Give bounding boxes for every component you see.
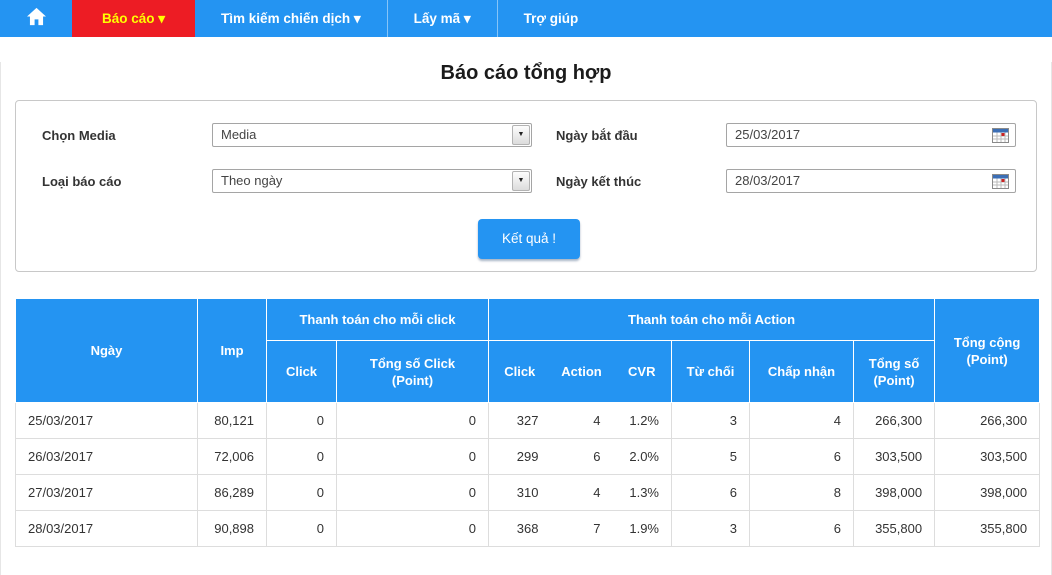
- nav-item-lay-ma[interactable]: Lấy mã ▾: [386, 0, 497, 37]
- table-row: 26/03/2017 72,006 0 0 299 6 2.0% 5 6 303…: [15, 438, 1041, 475]
- report-type-select-value: Theo ngày: [221, 173, 283, 188]
- cell-cvr: 2.0%: [612, 438, 672, 475]
- cell-click: 0: [266, 438, 337, 475]
- start-date-input[interactable]: 25/03/2017: [726, 123, 1016, 147]
- cell-total-point: 398,000: [852, 474, 936, 511]
- col-header-grand-total: Tổng cộng (Point): [934, 298, 1041, 403]
- start-date-label: Ngày bắt đầu: [556, 127, 638, 143]
- report-type-label: Loại báo cáo: [42, 173, 122, 189]
- end-date-input[interactable]: 28/03/2017: [726, 169, 1016, 193]
- cell-accepted: 8: [749, 474, 854, 511]
- cell-action: 6: [550, 438, 613, 475]
- filter-panel: Chọn Media Media ▼ Ngày bắt đầu 25/03/20…: [15, 100, 1037, 272]
- cell-rejected: 6: [671, 474, 750, 511]
- cell-accepted: 6: [749, 510, 854, 547]
- report-type-select[interactable]: Theo ngày ▼: [212, 169, 532, 193]
- cell-grand-total: 303,500: [934, 438, 1041, 475]
- cell-click: 0: [266, 474, 337, 511]
- cell-rejected: 3: [671, 402, 750, 439]
- cell-action-click: 299: [488, 438, 551, 475]
- media-select[interactable]: Media ▼: [212, 123, 532, 147]
- nav-home-button[interactable]: [0, 0, 72, 37]
- cell-grand-total: 266,300: [934, 402, 1041, 439]
- cell-action-click: 310: [488, 474, 551, 511]
- cell-grand-total: 398,000: [934, 474, 1041, 511]
- cell-action: 7: [550, 510, 613, 547]
- cell-action: 4: [550, 402, 613, 439]
- page-title: Báo cáo tổng hợp: [440, 62, 612, 84]
- cell-imp: 90,898: [197, 510, 267, 547]
- end-date-value: 28/03/2017: [735, 173, 801, 188]
- cell-cvr: 1.3%: [612, 474, 672, 511]
- cell-click: 0: [266, 510, 337, 547]
- cell-imp: 80,121: [197, 402, 267, 439]
- cell-total-click: 0: [336, 474, 489, 511]
- cell-accepted: 6: [749, 438, 854, 475]
- col-header-action: Action: [550, 340, 613, 403]
- cell-date: 25/03/2017: [15, 402, 198, 439]
- table-row: 27/03/2017 86,289 0 0 310 4 1.3% 6 8 398…: [15, 474, 1041, 511]
- col-header-total-click: Tổng số Click (Point): [336, 340, 489, 403]
- cell-date: 28/03/2017: [15, 510, 198, 547]
- cell-total-click: 0: [336, 438, 489, 475]
- submit-button[interactable]: Kết quả !: [477, 219, 581, 259]
- cell-date: 27/03/2017: [15, 474, 198, 511]
- report-table: Ngày Imp Thanh toán cho mỗi click Thanh …: [15, 298, 1041, 547]
- filter-row-1: Chọn Media Media ▼ Ngày bắt đầu 25/03/20…: [42, 123, 1016, 147]
- report-table-header: Ngày Imp Thanh toán cho mỗi click Thanh …: [15, 298, 1041, 403]
- cell-accepted: 4: [749, 402, 854, 439]
- cell-action-click: 327: [488, 402, 551, 439]
- cell-rejected: 5: [671, 438, 750, 475]
- calendar-icon[interactable]: [992, 174, 1009, 189]
- start-date-value: 25/03/2017: [735, 127, 801, 142]
- cell-cvr: 1.9%: [612, 510, 672, 547]
- col-header-imp: Imp: [197, 298, 267, 403]
- media-label: Chọn Media: [42, 127, 116, 143]
- table-row: 28/03/2017 90,898 0 0 368 7 1.9% 3 6 355…: [15, 510, 1041, 547]
- cell-cvr: 1.2%: [612, 402, 672, 439]
- end-date-label: Ngày kết thúc: [556, 173, 642, 189]
- cell-total-point: 355,800: [852, 510, 936, 547]
- nav-item-tro-giup[interactable]: Trợ giúp: [496, 0, 605, 37]
- col-header-action-click: Click: [488, 340, 551, 403]
- group-header-per-click: Thanh toán cho mỗi click: [266, 298, 489, 341]
- col-header-rejected: Từ chối: [671, 340, 750, 403]
- cell-click: 0: [266, 402, 337, 439]
- calendar-icon[interactable]: [992, 128, 1009, 143]
- cell-total-point: 303,500: [852, 438, 936, 475]
- cell-imp: 72,006: [197, 438, 267, 475]
- cell-action-click: 368: [488, 510, 551, 547]
- nav-item-tim-kiem-chien-dich[interactable]: Tìm kiếm chiến dịch ▾: [221, 10, 361, 26]
- submit-row: Kết quả !: [42, 219, 1016, 259]
- filter-row-2: Loại báo cáo Theo ngày ▼ Ngày kết thúc 2…: [42, 169, 1016, 193]
- col-header-date: Ngày: [15, 298, 198, 403]
- cell-date: 26/03/2017: [15, 438, 198, 475]
- nav-item-bao-cao[interactable]: Báo cáo ▾: [72, 0, 196, 37]
- col-header-click: Click: [266, 340, 337, 403]
- cell-action: 4: [550, 474, 613, 511]
- col-header-accepted: Chấp nhận: [749, 340, 854, 403]
- media-select-value: Media: [221, 127, 257, 142]
- cell-grand-total: 355,800: [934, 510, 1041, 547]
- col-header-total-point: Tổng số (Point): [852, 340, 936, 403]
- top-navbar: Báo cáo ▾ Tìm kiếm chiến dịch ▾ Lấy mã ▾…: [0, 0, 1052, 37]
- cell-total-point: 266,300: [852, 402, 936, 439]
- home-icon: [26, 7, 47, 31]
- cell-total-click: 0: [336, 510, 489, 547]
- col-header-cvr: CVR: [612, 340, 672, 403]
- table-row: 25/03/2017 80,121 0 0 327 4 1.2% 3 4 266…: [15, 402, 1041, 439]
- report-table-body: 25/03/2017 80,121 0 0 327 4 1.2% 3 4 266…: [15, 402, 1041, 547]
- cell-total-click: 0: [336, 402, 489, 439]
- cell-imp: 86,289: [197, 474, 267, 511]
- chevron-down-icon: ▼: [512, 125, 530, 145]
- cell-rejected: 3: [671, 510, 750, 547]
- chevron-down-icon: ▼: [512, 171, 530, 191]
- page-content: Báo cáo tổng hợp Chọn Media Media ▼ Ngày…: [0, 62, 1052, 575]
- group-header-per-action: Thanh toán cho mỗi Action: [487, 298, 936, 341]
